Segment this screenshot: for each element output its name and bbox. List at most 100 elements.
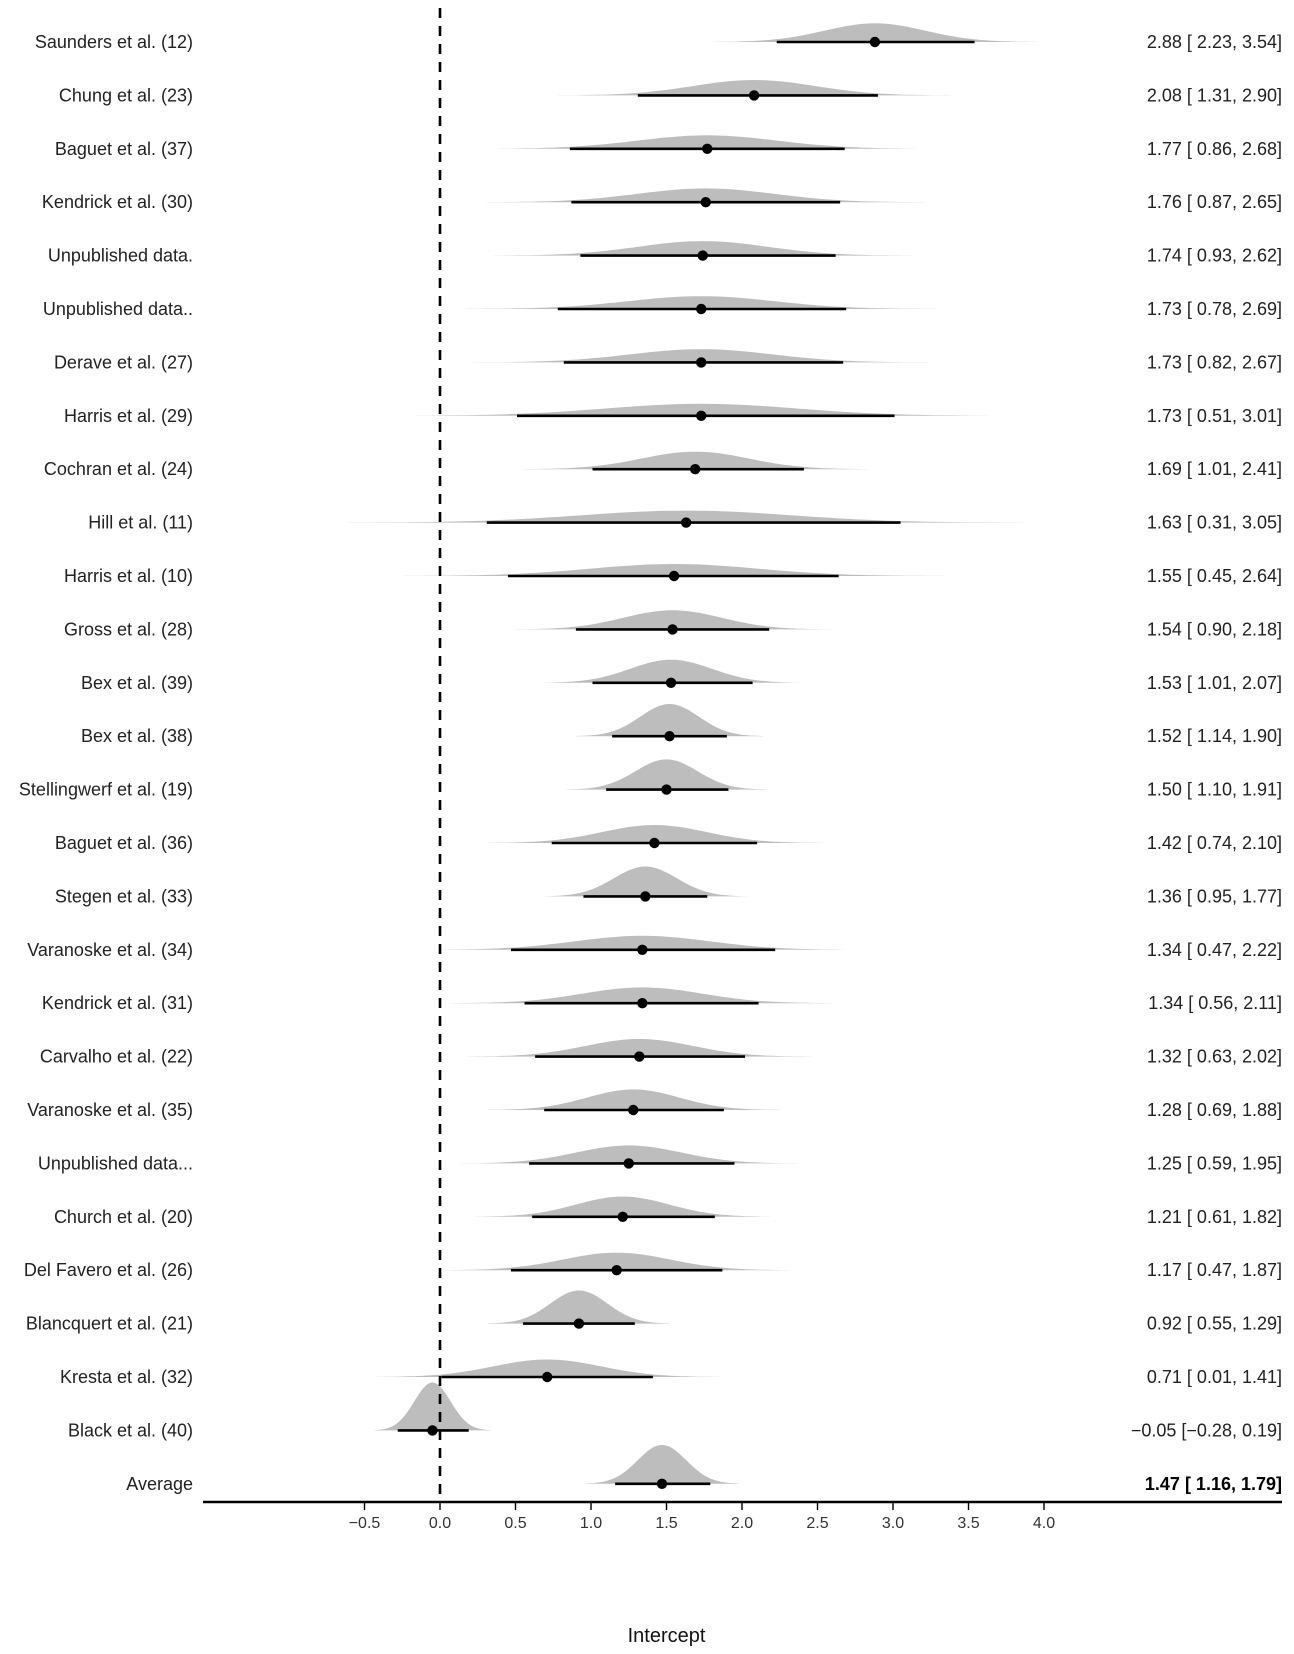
- density-17: [426, 935, 859, 950]
- x-tick-label-7: 3.0: [882, 1515, 904, 1532]
- density-27: [584, 1444, 740, 1484]
- x-tick-label-0: −0.5: [349, 1515, 381, 1532]
- study-label-18: Kendrick et al. (31): [42, 993, 193, 1013]
- point-estimate-6: [696, 357, 707, 368]
- point-estimate-27: [656, 1478, 668, 1490]
- estimate-label-7: 1.73 [ 0.51, 3.01]: [1147, 406, 1282, 426]
- point-estimate-13: [664, 731, 675, 742]
- estimate-label-10: 1.55 [ 0.45, 2.64]: [1147, 566, 1282, 586]
- point-estimate-4: [697, 250, 708, 261]
- point-estimate-8: [689, 464, 701, 475]
- estimate-label-11: 1.54 [ 0.90, 2.18]: [1147, 619, 1282, 639]
- estimate-label-18: 1.34 [ 0.56, 2.11]: [1148, 993, 1282, 1013]
- x-tick-label-4: 1.5: [655, 1515, 677, 1532]
- density-8: [522, 451, 868, 470]
- point-estimate-7: [696, 410, 707, 421]
- study-label-17: Varanoske et al. (34): [27, 940, 193, 960]
- point-estimate-15: [649, 837, 660, 849]
- point-estimate-24: [573, 1318, 585, 1329]
- estimate-label-23: 1.17 [ 0.47, 1.87]: [1147, 1260, 1282, 1280]
- point-estimate-21: [623, 1158, 634, 1169]
- study-label-16: Stegen et al. (33): [55, 886, 193, 906]
- study-label-14: Stellingwerf et al. (19): [19, 780, 193, 800]
- density-18: [451, 987, 834, 1004]
- x-tick-label-2: 0.5: [504, 1515, 526, 1532]
- point-estimate-1: [748, 90, 760, 101]
- study-label-23: Del Favero et al. (26): [24, 1260, 193, 1280]
- point-estimate-25: [542, 1371, 553, 1383]
- study-label-26: Black et al. (40): [68, 1420, 193, 1440]
- x-axis-title: Intercept: [628, 1625, 706, 1647]
- study-label-0: Saunders et al. (12): [35, 32, 193, 52]
- estimate-label-5: 1.73 [ 0.78, 2.69]: [1147, 299, 1282, 319]
- density-9: [348, 510, 1024, 523]
- study-label-20: Varanoske et al. (35): [27, 1100, 193, 1120]
- x-tick-label-6: 2.5: [806, 1515, 828, 1532]
- point-estimate-16: [640, 891, 651, 902]
- study-label-13: Bex et al. (38): [81, 726, 193, 746]
- estimate-label-22: 1.21 [ 0.61, 1.82]: [1147, 1207, 1282, 1227]
- point-estimate-9: [680, 517, 692, 528]
- density-3: [486, 188, 926, 203]
- estimate-label-9: 1.63 [ 0.31, 3.05]: [1147, 513, 1282, 533]
- study-label-10: Harris et al. (10): [64, 566, 193, 586]
- x-tick-label-8: 3.5: [957, 1515, 979, 1532]
- estimate-label-0: 2.88 [ 2.23, 3.54]: [1147, 32, 1282, 52]
- point-estimate-14: [661, 784, 672, 795]
- point-estimate-11: [667, 624, 678, 635]
- density-0: [713, 23, 1037, 42]
- study-label-12: Bex et al. (39): [81, 673, 193, 693]
- x-axis-ticks: −0.5 0.0 0.5 1.0 1.5 2.0 2.5 3.0 3.5 4.0: [349, 1502, 1055, 1532]
- study-label-2: Baguet et al. (37): [55, 139, 193, 159]
- density-24: [487, 1290, 671, 1324]
- study-label-6: Derave et al. (27): [54, 352, 193, 372]
- study-label-24: Blancquert et al. (21): [26, 1314, 193, 1334]
- study-label-11: Gross et al. (28): [64, 619, 193, 639]
- study-label-19: Carvalho et al. (22): [40, 1047, 193, 1067]
- density-20: [486, 1089, 780, 1110]
- point-estimate-12: [665, 677, 677, 688]
- estimate-label-15: 1.42 [ 0.74, 2.10]: [1147, 833, 1282, 853]
- density-25: [374, 1359, 720, 1377]
- estimate-label-17: 1.34 [ 0.47, 2.22]: [1147, 940, 1282, 960]
- x-tick-label-5: 2.0: [731, 1515, 753, 1532]
- estimate-labels: 2.88 [ 2.23, 3.54] 2.08 [ 1.31, 2.90] 1.77…: [1131, 32, 1282, 1494]
- study-label-1: Chung et al. (23): [59, 85, 193, 105]
- estimate-label-3: 1.76 [ 0.87, 2.65]: [1147, 192, 1282, 212]
- density-5: [465, 296, 937, 309]
- x-tick-label-3: 1.0: [580, 1515, 602, 1532]
- estimate-label-2: 1.77 [ 0.86, 2.68]: [1147, 139, 1282, 159]
- estimate-label-13: 1.52 [ 1.14, 1.90]: [1147, 726, 1282, 746]
- point-estimate-2: [702, 143, 713, 154]
- estimate-label-19: 1.32 [ 0.63, 2.02]: [1147, 1047, 1282, 1067]
- estimate-label-12: 1.53 [ 1.01, 2.07]: [1147, 673, 1282, 693]
- estimate-label-20: 1.28 [ 0.69, 1.88]: [1147, 1100, 1282, 1120]
- density-7: [393, 403, 1010, 416]
- study-label-4: Unpublished data.: [48, 246, 193, 266]
- estimate-label-1: 2.08 [ 1.31, 2.90]: [1147, 85, 1282, 105]
- density-15: [486, 825, 823, 843]
- density-12: [540, 659, 802, 683]
- study-label-25: Kresta et al. (32): [60, 1367, 193, 1387]
- study-label-27: Average: [126, 1474, 193, 1494]
- density-26: [374, 1382, 491, 1431]
- density-16: [544, 866, 747, 897]
- point-estimate-20: [628, 1104, 639, 1116]
- point-estimate-26: [427, 1425, 438, 1436]
- density-6: [473, 349, 930, 363]
- estimate-label-4: 1.74 [ 0.93, 2.62]: [1147, 246, 1282, 266]
- estimate-label-16: 1.36 [ 0.95, 1.77]: [1147, 886, 1282, 906]
- density-layer: [348, 23, 1037, 1484]
- density-23: [444, 1252, 790, 1271]
- point-estimate-5: [696, 303, 707, 315]
- density-11: [514, 610, 831, 630]
- point-estimate-10: [668, 570, 680, 582]
- study-label-7: Harris et al. (29): [64, 406, 193, 426]
- point-estimate-23: [611, 1265, 622, 1276]
- study-label-15: Baguet et al. (36): [55, 833, 193, 853]
- density-13: [575, 704, 764, 737]
- density-1: [558, 80, 951, 96]
- density-21: [461, 1145, 797, 1164]
